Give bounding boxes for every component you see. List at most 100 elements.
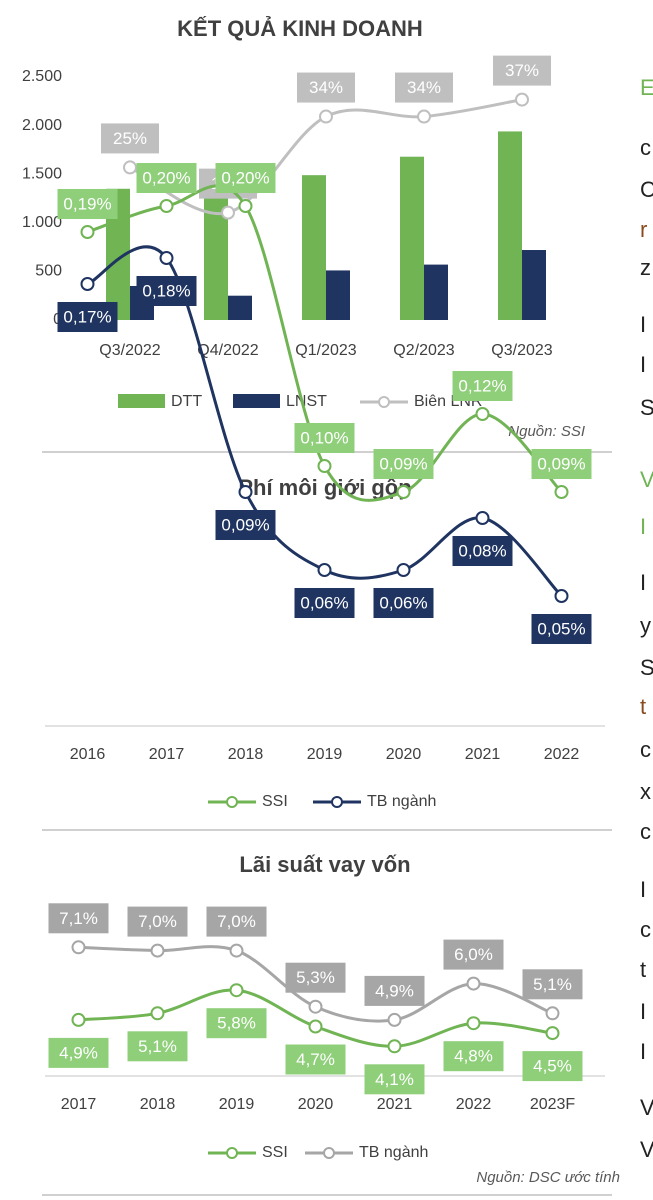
value-label-box bbox=[48, 1037, 109, 1068]
side-text: S bbox=[640, 395, 653, 420]
point bbox=[150, 943, 165, 958]
value-label: 0,12% bbox=[458, 376, 506, 395]
legend-marker bbox=[323, 1147, 335, 1159]
point bbox=[466, 976, 481, 991]
value-label: 7,0% bbox=[217, 912, 256, 931]
chart-title: Lãi suất vay vốn bbox=[239, 852, 410, 877]
value-label: 4,8% bbox=[454, 1047, 493, 1066]
side-text: I bbox=[640, 999, 647, 1024]
value-label: 5,3% bbox=[296, 968, 335, 987]
point bbox=[317, 563, 332, 577]
point bbox=[387, 1039, 402, 1054]
side-text: E bbox=[640, 75, 653, 100]
legend-swatch bbox=[118, 394, 165, 408]
side-text: V bbox=[640, 1137, 653, 1162]
source: Nguồn: DSC ước tính bbox=[476, 1169, 620, 1186]
legend-marker bbox=[226, 1147, 238, 1159]
x-tick-label: 2017 bbox=[149, 746, 185, 763]
point bbox=[221, 205, 235, 220]
value-label-box bbox=[522, 969, 583, 1000]
legend-label: SSI bbox=[262, 1144, 288, 1161]
side-text: x bbox=[640, 779, 651, 804]
point bbox=[515, 92, 529, 107]
point bbox=[387, 1012, 402, 1027]
point bbox=[317, 459, 332, 473]
point bbox=[319, 109, 333, 124]
value-label-box bbox=[294, 588, 355, 618]
value-label-box bbox=[215, 510, 276, 540]
side-text: C bbox=[640, 177, 653, 202]
side-text: I bbox=[640, 352, 647, 377]
value-label: 0,09% bbox=[221, 515, 269, 534]
x-tick-label: 2018 bbox=[140, 1096, 176, 1113]
point bbox=[545, 1006, 560, 1021]
value-label: 0,06% bbox=[300, 593, 348, 612]
side-text: t bbox=[640, 694, 647, 719]
point bbox=[396, 563, 411, 577]
legend-label: SSI bbox=[262, 793, 288, 810]
x-tick-label: 2022 bbox=[544, 746, 580, 763]
value-label-box bbox=[531, 614, 592, 644]
legend-label: TB ngành bbox=[359, 1144, 428, 1161]
bar bbox=[424, 264, 448, 320]
value-label: 0,10% bbox=[300, 428, 348, 447]
value-label-box bbox=[57, 302, 118, 332]
point bbox=[475, 407, 490, 421]
legend-swatch bbox=[233, 394, 280, 408]
x-tick-label: Q3/2022 bbox=[99, 342, 160, 359]
value-label: 4,5% bbox=[533, 1057, 572, 1076]
side-text: S bbox=[640, 655, 653, 680]
value-label: 37% bbox=[505, 61, 539, 80]
value-label: 0,18% bbox=[142, 281, 190, 300]
y-tick-label: 1.500 bbox=[22, 165, 62, 182]
value-label-box bbox=[206, 1008, 267, 1039]
value-label: 34% bbox=[407, 78, 441, 97]
side-text: t bbox=[640, 957, 647, 982]
point bbox=[159, 251, 174, 265]
legend-marker bbox=[378, 396, 390, 408]
side-text: c bbox=[640, 135, 651, 160]
value-label: 4,1% bbox=[375, 1070, 414, 1089]
side-text: c bbox=[640, 819, 651, 844]
value-label: 0,20% bbox=[221, 168, 269, 187]
value-label-box bbox=[531, 449, 592, 479]
side-text: I bbox=[640, 877, 647, 902]
y-tick-label: 2.500 bbox=[22, 68, 62, 85]
value-label: 7,0% bbox=[138, 912, 177, 931]
value-label-box bbox=[285, 962, 346, 993]
value-label: 0,20% bbox=[142, 168, 190, 187]
bar bbox=[204, 198, 228, 320]
value-label-box bbox=[101, 123, 159, 154]
value-label: 4,9% bbox=[375, 981, 414, 1000]
side-text: y bbox=[640, 613, 651, 638]
x-tick-label: 2021 bbox=[377, 1096, 413, 1113]
value-label: 34% bbox=[309, 78, 343, 97]
bar bbox=[400, 156, 424, 320]
value-label-box bbox=[57, 189, 118, 219]
point bbox=[80, 225, 95, 239]
legend-label: DTT bbox=[171, 393, 202, 410]
x-tick-label: 2018 bbox=[228, 746, 264, 763]
point bbox=[229, 943, 244, 958]
x-tick-label: 2017 bbox=[61, 1096, 97, 1113]
x-tick-label: 2020 bbox=[298, 1096, 334, 1113]
point bbox=[475, 511, 490, 525]
point bbox=[308, 999, 323, 1014]
point bbox=[71, 1012, 86, 1027]
bar bbox=[498, 131, 522, 320]
x-tick-label: 2019 bbox=[219, 1096, 255, 1113]
value-label-box bbox=[285, 1044, 346, 1075]
value-label-box bbox=[48, 903, 109, 934]
value-label-box bbox=[364, 1064, 425, 1095]
value-label-box bbox=[493, 55, 551, 86]
value-label-box bbox=[443, 1041, 504, 1072]
value-label-box bbox=[297, 72, 355, 103]
value-label: 5,1% bbox=[533, 975, 572, 994]
value-label: 0,17% bbox=[63, 307, 111, 326]
value-label-box bbox=[395, 72, 453, 103]
point bbox=[554, 485, 569, 499]
x-tick-label: 2016 bbox=[70, 746, 106, 763]
side-text: r bbox=[640, 217, 648, 242]
legend-label: TB ngành bbox=[367, 793, 436, 810]
legend-marker bbox=[226, 796, 238, 808]
